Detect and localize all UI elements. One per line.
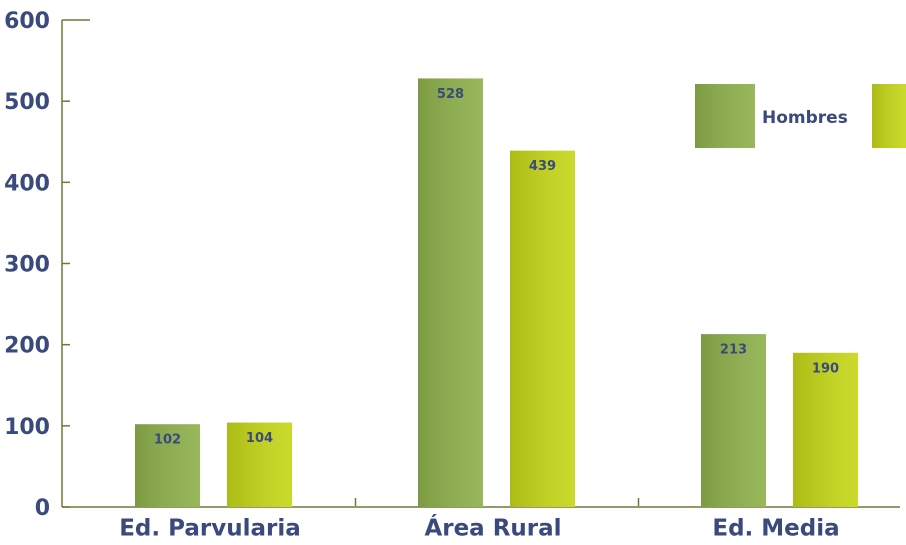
bar-shade: [510, 150, 575, 507]
bar-shade: [135, 424, 200, 507]
value-label: 102: [154, 433, 181, 448]
value-label: 104: [246, 431, 273, 446]
y-tick-label: 500: [4, 90, 50, 115]
value-label: 528: [437, 87, 464, 102]
y-tick-label: 100: [4, 415, 50, 440]
x-tick-label: Ed. Media: [712, 516, 839, 542]
bar-shade: [418, 78, 483, 507]
x-tick-label: Ed. Parvularia: [119, 516, 301, 542]
value-label: 213: [720, 343, 747, 358]
y-tick-label: 400: [4, 171, 50, 196]
x-tick-label: Área Rural: [424, 514, 561, 542]
legend-label: Hombres: [762, 108, 848, 128]
value-label: 190: [812, 361, 839, 376]
y-tick-label: 600: [4, 9, 50, 34]
bar-shade: [701, 334, 766, 507]
legend-swatch-shade: [872, 84, 906, 148]
value-label: 439: [529, 159, 556, 174]
bar-shade: [793, 352, 858, 507]
legend-swatch-shade: [695, 84, 755, 148]
bar-shade: [227, 422, 292, 507]
y-tick-label: 200: [4, 334, 50, 359]
y-tick-label: 300: [4, 253, 50, 278]
y-tick-label: 0: [35, 496, 50, 521]
